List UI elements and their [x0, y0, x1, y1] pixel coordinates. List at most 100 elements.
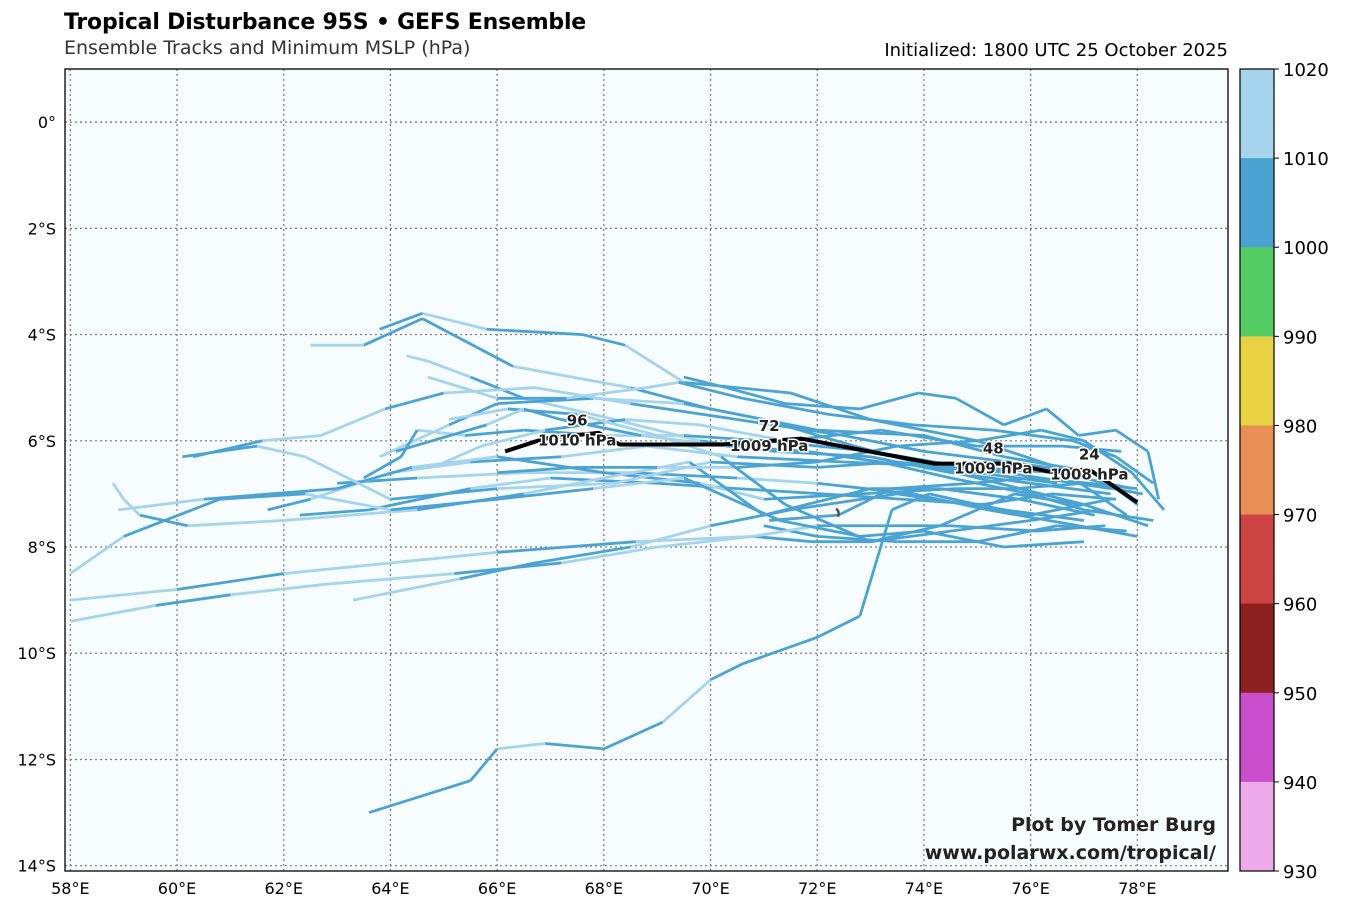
track-segment: [737, 460, 818, 469]
track-segment: [950, 519, 1031, 533]
track-segment: [336, 476, 418, 485]
track-segment: [560, 545, 658, 565]
track-segment: [427, 359, 471, 379]
track-segment: [790, 492, 898, 512]
track-segment: [443, 386, 535, 395]
track-segment: [897, 439, 978, 448]
track-segment: [993, 428, 1074, 443]
track-segment: [368, 779, 471, 814]
track-segment: [70, 604, 156, 623]
pressure-label: 1009 hPa: [730, 437, 808, 455]
colorbar-frame: [1239, 68, 1275, 872]
track-segment: [976, 524, 1058, 544]
track-segment: [283, 508, 418, 522]
colorbar-tick-label: 990: [1283, 327, 1317, 348]
track-segment: [545, 742, 604, 751]
track-segment: [1083, 508, 1154, 522]
track-segment: [966, 465, 1042, 480]
track-segment: [939, 492, 1016, 528]
y-tick-label: 4°S: [28, 326, 56, 345]
track-segment: [123, 497, 221, 538]
track-segment: [785, 402, 860, 411]
track-segment: [646, 444, 738, 459]
track-segment: [497, 481, 615, 490]
track-segment: [827, 412, 914, 427]
track-segment: [534, 545, 631, 565]
track-segment: [816, 444, 898, 464]
colorbar-tick-label: 1000: [1283, 238, 1329, 259]
y-tick-label: 0°: [38, 113, 56, 132]
x-tick-label: 68°E: [585, 879, 623, 898]
track-segment: [923, 450, 1010, 464]
track-segment: [977, 428, 1042, 443]
track-segment: [699, 423, 786, 443]
track-segment: [262, 434, 322, 443]
pressure-label: 1008 hPa: [1050, 465, 1128, 483]
track-segment: [897, 460, 978, 475]
track-segment: [737, 487, 823, 496]
plot-frame: [64, 68, 1229, 872]
track-segment: [363, 455, 402, 480]
track-segment: [406, 354, 429, 363]
track-segment: [432, 444, 482, 469]
track-segment: [1078, 428, 1117, 437]
ensemble-track: [352, 492, 1085, 602]
forecast-hour-label: 48: [983, 440, 1004, 458]
track-segment: [379, 312, 423, 331]
colorbar-tick-label: 950: [1283, 684, 1317, 705]
track-segment: [70, 588, 178, 602]
track-segment: [122, 498, 141, 517]
track-segment: [950, 476, 1031, 496]
track-segment: [187, 519, 284, 528]
track-segment: [399, 429, 419, 458]
track-segment: [923, 529, 1005, 549]
track-segment: [379, 423, 450, 458]
x-tick-label: 62°E: [264, 879, 302, 898]
track-segment: [422, 311, 487, 331]
track-segment: [411, 455, 498, 469]
credit-url: www.polarwx.com/tropical/: [925, 842, 1216, 864]
track-segment: [683, 402, 765, 421]
y-tick-label: 6°S: [28, 432, 56, 451]
track-segment: [683, 380, 791, 395]
track-segment: [417, 471, 524, 480]
track-segment: [111, 482, 125, 500]
colorbar-tick-label: 1010: [1283, 149, 1329, 170]
track-segment: [683, 375, 727, 390]
track-segment: [582, 333, 626, 347]
track-segment: [497, 396, 594, 406]
track-segment: [560, 444, 647, 459]
track-segment: [497, 540, 636, 554]
track-segment: [614, 418, 701, 443]
track-segment: [709, 662, 744, 682]
track-segment: [870, 524, 941, 544]
ensemble-track: [69, 476, 1085, 575]
track-segment: [496, 742, 546, 751]
track-segment: [635, 534, 754, 544]
track-segment: [763, 418, 855, 448]
chart-subtitle: Ensemble Tracks and Minimum MSLP (hPa): [64, 37, 471, 59]
track-segment: [624, 344, 685, 384]
track-segment: [421, 317, 514, 368]
track-segment: [69, 535, 125, 575]
track-segment: [726, 444, 807, 453]
track-segment: [1083, 439, 1133, 474]
forecast-hour-label: 96: [567, 411, 588, 429]
track-segment: [395, 423, 487, 453]
track-segment: [192, 439, 263, 459]
track-segment: [928, 492, 978, 506]
track-segment: [363, 317, 424, 347]
y-tick-label: 2°S: [28, 219, 56, 238]
track-segment: [512, 365, 631, 390]
mean-track-line: [504, 430, 1139, 505]
colorbar-bin: [1240, 425, 1274, 516]
track-segment: [843, 434, 925, 453]
track-segment: [769, 513, 839, 522]
track-segment: [523, 476, 605, 496]
track-segment: [1115, 428, 1149, 453]
chart-title: Tropical Disturbance 95S • GEFS Ensemble: [64, 10, 587, 35]
track-segment: [806, 450, 882, 464]
x-tick-label: 70°E: [691, 879, 729, 898]
y-tick-label: 14°S: [17, 857, 56, 876]
init-time: Initialized: 1800 UTC 25 October 2025: [884, 40, 1228, 61]
